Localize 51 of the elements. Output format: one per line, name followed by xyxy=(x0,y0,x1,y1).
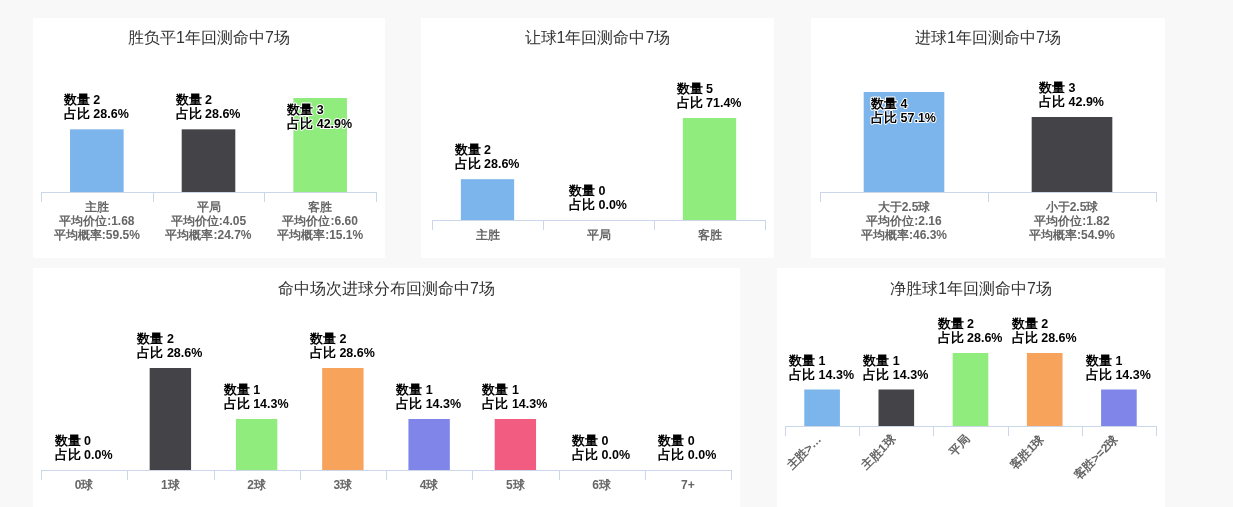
title: 胜负平1年回测命中7场 xyxy=(128,29,290,46)
category-note: 平均价位:4.05 平均概率:24.7% xyxy=(165,214,252,242)
title: 命中场次进球分布回测命中7场 xyxy=(278,280,495,297)
x-tick-label: 平局 xyxy=(196,200,221,214)
data-label: 数量 1 占比 14.3% xyxy=(396,383,462,411)
data-label: 数量 2 占比 28.6% xyxy=(454,143,520,172)
x-tick-label: 客胜 xyxy=(697,228,722,242)
x-tick-label: 5球 xyxy=(506,478,525,492)
data-label: 数量 1 占比 14.3% xyxy=(863,353,929,382)
x-tick-label: 平局 xyxy=(945,432,973,460)
x-tick-label: 2球 xyxy=(247,478,266,492)
data-label: 数量 2 占比 28.6% xyxy=(63,93,129,122)
data-label: 数量 1 占比 14.3% xyxy=(482,383,548,411)
x-tick-label: 客胜1球 xyxy=(1006,432,1047,473)
data-label: 数量 2 占比 28.6% xyxy=(309,332,375,360)
title: 净胜球1年回测命中7场 xyxy=(890,280,1052,297)
data-label: 数量 2 占比 28.6% xyxy=(1011,317,1077,345)
x-tick-label: 小于2.5球 xyxy=(1045,200,1099,214)
data-label: 数量 2 占比 28.6% xyxy=(175,93,241,122)
x-tick-label: 3球 xyxy=(333,478,353,492)
data-label: 数量 3 占比 42.9% xyxy=(1039,81,1104,109)
data-label: 数量 1 占比 14.3% xyxy=(1085,353,1151,382)
x-tick-label: 大于2.5球 xyxy=(877,200,931,214)
category-note: 平均价位:6.60 平均概率:15.1% xyxy=(277,214,364,242)
data-label: 数量 1 占比 14.3% xyxy=(223,383,289,411)
data-label: 数量 0 占比 0.0% xyxy=(572,434,631,462)
x-tick-label: 客胜 xyxy=(308,200,333,214)
x-tick-label: 0球 xyxy=(74,478,94,492)
x-tick-label: 主胜1球 xyxy=(858,432,899,473)
data-label: 数量 0 占比 0.0% xyxy=(54,434,113,462)
data-label: 数量 1 占比 14.3% xyxy=(789,353,855,382)
x-tick-label: 1球 xyxy=(161,478,180,492)
data-label: 数量 3 占比 42.9% xyxy=(287,103,353,131)
data-label: 数量 5 占比 71.4% xyxy=(676,82,742,110)
data-label: 数量 4 占比 57.1% xyxy=(871,97,936,125)
title: 让球1年回测命中7场 xyxy=(524,29,671,46)
x-tick-label: 主胜 xyxy=(84,200,109,214)
title: 进球1年回测命中7场 xyxy=(915,29,1061,46)
x-tick-label: 主胜 xyxy=(475,228,500,242)
data-label: 数量 0 占比 0.0% xyxy=(569,184,627,212)
data-label: 数量 0 占比 0.0% xyxy=(658,434,717,462)
data-label: 数量 2 占比 28.6% xyxy=(137,332,203,360)
x-tick-label: 7+ xyxy=(681,478,695,492)
data-label: 数量 2 占比 28.6% xyxy=(937,317,1003,345)
category-note: 平均价位:2.16 平均概率:46.3% xyxy=(861,214,947,242)
category-note: 平均价位:1.68 平均概率:59.5% xyxy=(53,214,140,242)
x-tick-label: 主胜>… xyxy=(783,432,825,473)
x-tick-label: 4球 xyxy=(419,478,439,492)
x-tick-label: 6球 xyxy=(592,478,611,492)
x-tick-label: 平局 xyxy=(586,228,611,242)
category-note: 平均价位:1.82 平均概率:54.9% xyxy=(1029,214,1115,242)
